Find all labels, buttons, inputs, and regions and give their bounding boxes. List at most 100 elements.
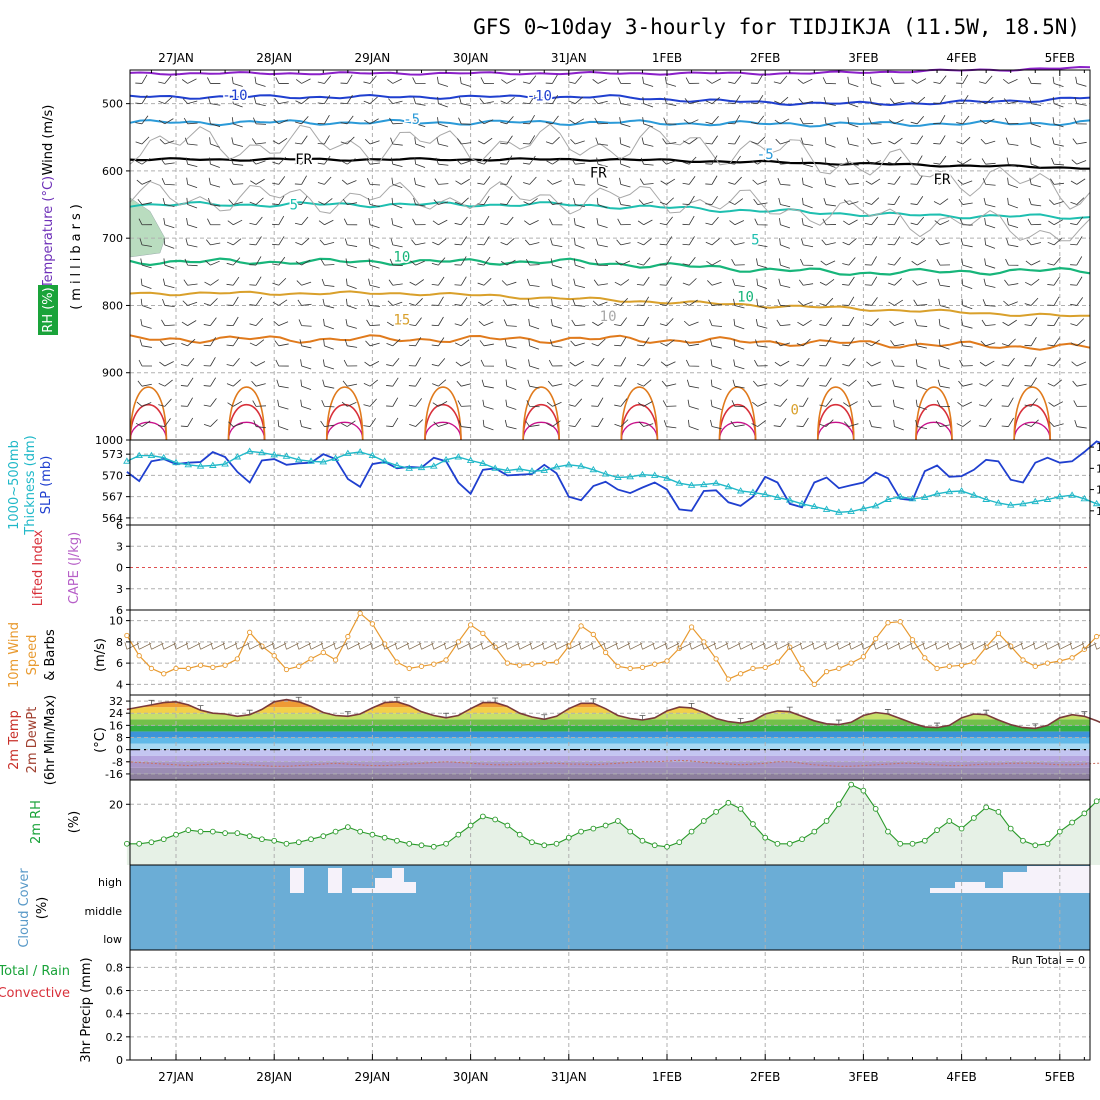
wind-barb-10m: [406, 642, 422, 650]
rh-point: [615, 818, 621, 824]
wind-barb: [591, 377, 604, 387]
wind-barb: [823, 97, 836, 106]
wind-barb: [887, 215, 900, 226]
wind-barb: [317, 135, 330, 145]
wind-barb: [1006, 238, 1019, 248]
wind-barb: [775, 340, 791, 347]
wind-barb: [477, 236, 490, 246]
boundary-layer-contour: [424, 386, 462, 441]
wind-barb-10m: [1069, 642, 1085, 650]
wind-barb: [933, 75, 947, 84]
wind-speed-point: [529, 661, 535, 667]
rh-point: [885, 828, 891, 835]
rh-point: [811, 828, 818, 835]
wind-barb: [209, 157, 220, 168]
wind-barb: [891, 359, 905, 367]
wind-barb: [912, 280, 927, 286]
wind-barb: [614, 279, 630, 286]
wind-barb: [573, 258, 585, 269]
wind-barb: [408, 357, 421, 367]
wind-barb: [777, 177, 791, 186]
rh-point: [529, 839, 535, 846]
wind-barb: [933, 94, 946, 105]
convective-label: Convective: [0, 986, 70, 1001]
wind-barb-10m: [529, 642, 545, 650]
wind-barb-10m: [689, 642, 704, 650]
wind-barb-10m: [185, 642, 201, 650]
thickness-point: [1056, 492, 1064, 500]
wind-barb: [432, 238, 447, 246]
wind-barb-10m: [701, 642, 716, 650]
wind-speed-point: [602, 649, 609, 656]
wind-barb: [140, 278, 152, 289]
wind-barb: [752, 179, 768, 185]
wind-barb: [1052, 76, 1064, 87]
wind-barb: [659, 276, 672, 286]
wind-barb: [573, 218, 585, 229]
wind-barb: [819, 357, 832, 367]
wind-barb: [797, 319, 812, 326]
wind-barb: [842, 358, 856, 367]
wind-barb: [454, 276, 467, 286]
cloud-gap: [392, 868, 404, 893]
wind-barb: [890, 77, 905, 84]
wind-barb-10m: [775, 642, 790, 650]
precip-unit-label: 3hr Precip (mm): [79, 957, 94, 1062]
thickness-point: [356, 448, 364, 455]
wind-speed-point: [873, 636, 879, 642]
thickness-point: [614, 473, 622, 480]
wind-barb: [659, 197, 675, 205]
boundary-layer-contour: [1013, 421, 1051, 441]
thickness-point: [331, 454, 340, 461]
wind-barb: [800, 238, 814, 248]
boundary-layer-contour: [326, 421, 364, 441]
wind-barb: [549, 218, 563, 226]
rh-point: [1093, 798, 1100, 805]
wind-speed-point: [934, 665, 940, 672]
wind-barb-10m: [419, 642, 434, 650]
wind-barb: [595, 238, 608, 248]
wind-barb: [275, 77, 289, 84]
wind-barb-10m: [382, 642, 397, 650]
wind-unit-label: (m/s): [93, 638, 108, 672]
panel-frame-precip: [129, 949, 1091, 1061]
cloud-gap: [1027, 866, 1090, 893]
wind-barb-10m: [1020, 642, 1036, 650]
wind-barb: [844, 178, 859, 185]
boundary-layer-contour: [816, 403, 855, 441]
cloud-gap: [328, 868, 342, 893]
rh-point: [406, 840, 413, 847]
wind-barb: [664, 97, 677, 106]
wind-barb: [688, 419, 699, 431]
wind-barb: [364, 361, 380, 367]
wind-barb: [340, 136, 355, 145]
rh-point: [332, 828, 339, 835]
wind-barb: [345, 278, 357, 290]
thickness-point: [908, 494, 917, 502]
wind-barb: [204, 279, 219, 286]
wind-barb: [910, 196, 924, 205]
wind-barb: [180, 377, 194, 387]
wind-barb: [294, 135, 308, 145]
wind-barb: [344, 339, 358, 348]
wind-barb: [619, 137, 631, 148]
wind-barb: [642, 76, 654, 87]
wind-speed-point: [1020, 657, 1026, 663]
isotherm-line: [129, 334, 1091, 351]
isotherm-line: [129, 118, 1091, 128]
wind-barb: [545, 115, 559, 125]
wind-barb: [1072, 138, 1087, 145]
wind-barb: [226, 358, 240, 367]
rh-point: [848, 781, 854, 788]
wind-barb: [455, 178, 470, 185]
wind-speed-point: [713, 656, 719, 662]
wind-barb: [454, 297, 468, 306]
wind-barb: [662, 400, 677, 407]
wind-barb: [140, 298, 152, 310]
wind-barb: [1024, 398, 1038, 407]
wind-barb: [180, 397, 193, 407]
wind-speed-point: [1069, 655, 1075, 661]
wind-barb: [140, 318, 152, 329]
wind-barb: [432, 401, 448, 407]
wind-barb: [732, 278, 745, 288]
